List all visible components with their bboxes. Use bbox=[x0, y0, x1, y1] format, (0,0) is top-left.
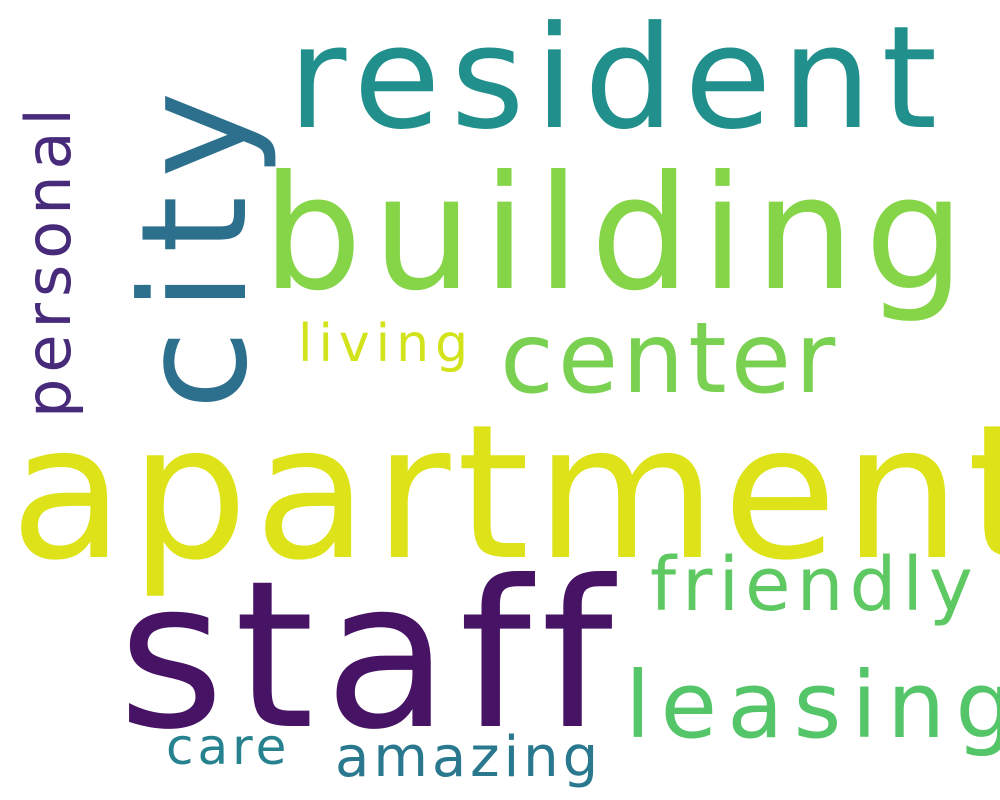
word-amazing: amazing bbox=[335, 725, 603, 790]
word-staff: staff bbox=[118, 538, 623, 775]
word-apartment: apartment bbox=[10, 384, 1000, 601]
word-city: city bbox=[110, 73, 280, 410]
word-resident: resident bbox=[288, 0, 948, 161]
word-personal: personal bbox=[12, 102, 85, 418]
word-center: center bbox=[500, 302, 840, 416]
word-friendly: friendly bbox=[650, 542, 979, 628]
word-living: living bbox=[298, 314, 475, 374]
word-leasing: leasing bbox=[625, 652, 1000, 759]
word-building: building bbox=[262, 142, 975, 326]
word-care: care bbox=[166, 718, 291, 776]
